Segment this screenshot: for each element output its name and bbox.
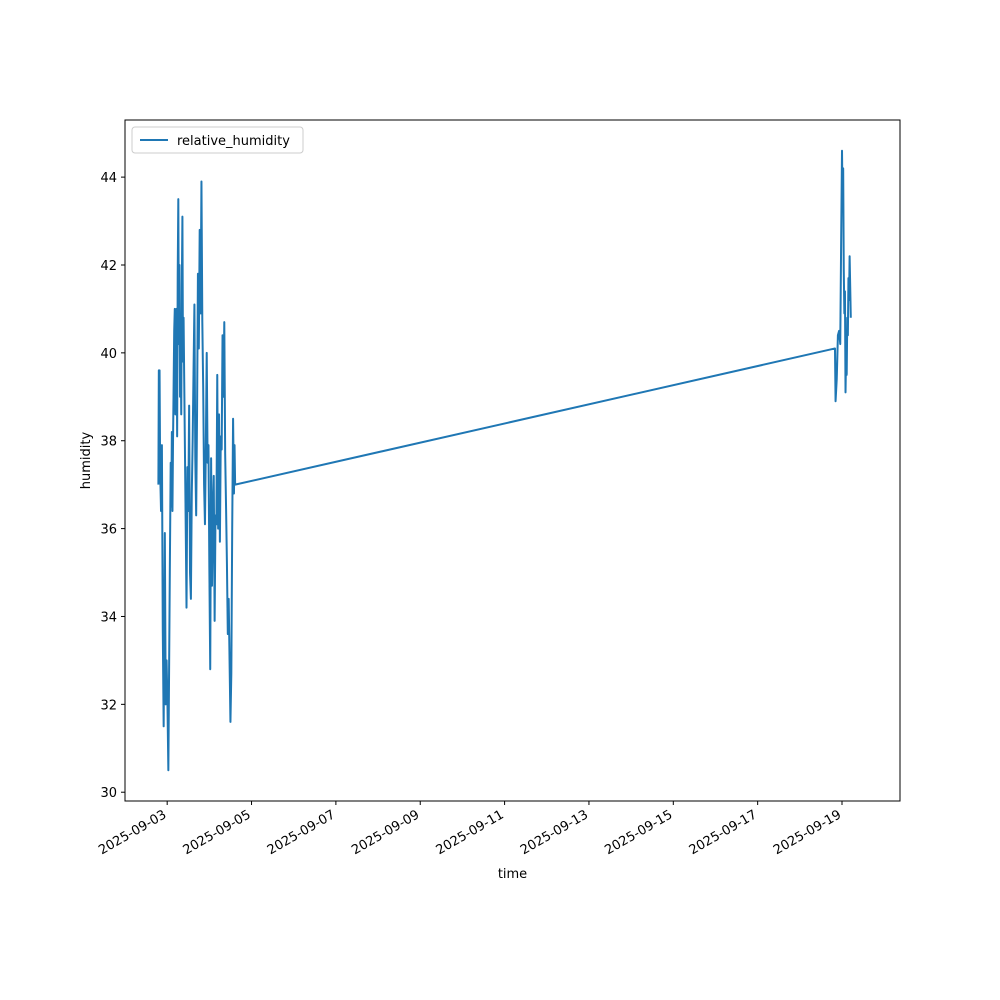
legend-label: relative_humidity: [177, 134, 290, 149]
plot-area: [124, 119, 901, 802]
series-line-relative_humidity: [157, 149, 852, 772]
plot-frame: [124, 119, 901, 802]
legend-box: [131, 126, 304, 154]
y-tick-label: 44: [100, 171, 117, 186]
y-tick-label: 34: [100, 610, 117, 625]
x-axis-title: time: [498, 867, 527, 882]
y-tick-label: 30: [100, 786, 117, 801]
y-axis-title: humidity: [79, 431, 94, 489]
y-tick-label: 36: [100, 523, 117, 538]
y-tick-label: 40: [100, 347, 117, 362]
y-tick-label: 38: [100, 435, 117, 450]
y-tick-label: 32: [100, 698, 117, 713]
legend: relative_humidity: [131, 126, 304, 154]
y-tick-label: 42: [100, 259, 117, 274]
y-axis: 30 32 34 36 38 40 42 44: [100, 171, 125, 801]
